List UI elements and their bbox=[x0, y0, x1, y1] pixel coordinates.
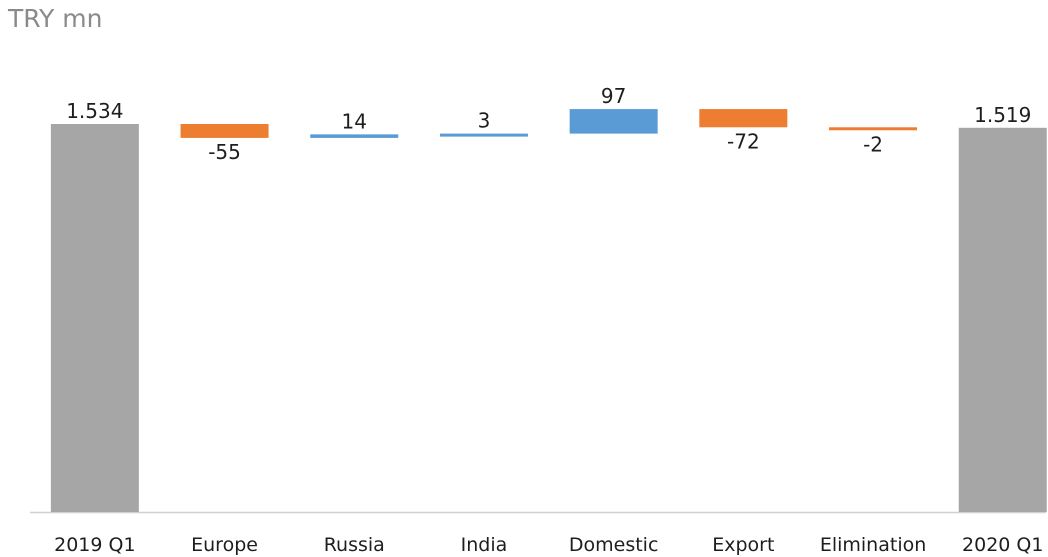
category-label-6: Elimination bbox=[820, 534, 926, 556]
bar-4 bbox=[569, 109, 658, 134]
bar-5 bbox=[699, 109, 788, 128]
category-label-5: Export bbox=[712, 534, 774, 556]
data-label-6: -2 bbox=[863, 132, 883, 156]
category-label-2: Russia bbox=[324, 534, 385, 556]
data-label-0: 1.534 bbox=[66, 99, 123, 123]
category-label-4: Domestic bbox=[569, 534, 659, 556]
category-label-0: 2019 Q1 bbox=[54, 534, 135, 556]
category-label-7: 2020 Q1 bbox=[962, 534, 1043, 556]
bar-2 bbox=[310, 134, 399, 138]
data-label-4: 97 bbox=[601, 84, 626, 108]
bar-1 bbox=[180, 124, 269, 138]
data-label-1: -55 bbox=[208, 140, 241, 164]
unit-label: TRY mn bbox=[8, 4, 103, 33]
data-label-7: 1.519 bbox=[974, 103, 1031, 127]
data-label-2: 14 bbox=[342, 109, 367, 133]
category-label-1: Europe bbox=[191, 534, 258, 556]
bar-0 bbox=[50, 124, 139, 512]
data-label-3: 3 bbox=[478, 109, 491, 133]
bar-6 bbox=[829, 127, 918, 131]
bar-3 bbox=[439, 133, 528, 137]
data-label-5: -72 bbox=[727, 129, 760, 153]
category-label-3: India bbox=[461, 534, 508, 556]
bar-7 bbox=[958, 127, 1047, 512]
